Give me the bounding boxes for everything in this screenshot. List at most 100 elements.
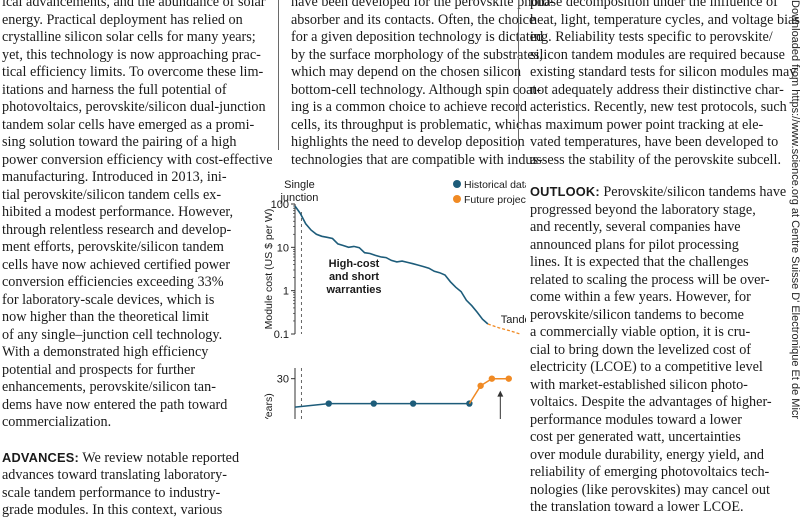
- text-line: silicon tandem modules are required beca…: [530, 46, 785, 63]
- body-text: have been developed for the perovskite p…: [291, 0, 555, 169]
- text-line: conversion efficiencies exceeding 33%: [2, 274, 224, 290]
- outlook-line: and recently, several companies have: [530, 219, 741, 235]
- text-line: for laboratory-scale devices, which is: [2, 291, 215, 308]
- text-line: commercialization.: [2, 414, 112, 430]
- text-line: ical advancements, and the abundance of …: [2, 0, 266, 10]
- text-line: ing. Reliability tests specific to perov…: [530, 29, 773, 45]
- text-line: crystalline silicon solar cells for many…: [2, 29, 256, 45]
- outlook-line: cial to bring down the levelized cost of: [530, 341, 752, 358]
- body-text: ical advancements, and the abundance of …: [2, 0, 273, 432]
- warranty-historical-point: [409, 400, 417, 407]
- text-line: for a given deposition technology is dic…: [291, 29, 544, 45]
- legend-marker: [453, 195, 461, 203]
- text-line: tandem solar cells have emerged as a pro…: [2, 116, 255, 133]
- outlook-line: come within a few years. However, for: [530, 289, 751, 305]
- warranty-historical-point: [370, 400, 377, 407]
- outlook-line: voltaics. Despite the advantages of high…: [530, 394, 772, 410]
- text-line: itations and harness the full potential …: [2, 81, 227, 98]
- text-line: energy. Practical deployment has relied …: [2, 11, 243, 28]
- text-line: heat, light, temperature cycles, and vol…: [530, 11, 800, 28]
- advances-line: We review notable reported: [78, 449, 240, 466]
- annotation-single-junction: Single: [284, 179, 315, 191]
- text-line: absorber and its contacts. Often, the ch…: [291, 11, 536, 28]
- y-axis-label-lower: (Years): [263, 393, 275, 419]
- text-line: tical efficiency limits. To overcome the…: [2, 64, 264, 80]
- y-tick-label-lower: 30: [277, 374, 289, 386]
- text-line: cells, its throughput is problematic, wh…: [291, 116, 530, 133]
- text-line: by the surface morphology of the substra…: [291, 46, 543, 63]
- legend-label: Future projections: [464, 194, 526, 206]
- annotation-tandem: Tandem: [501, 314, 526, 326]
- outlook-line: perovskite/silicon tandems to become: [530, 306, 744, 323]
- text-line: dems have now entered the path toward: [2, 396, 228, 413]
- outlook-line: nologies (like perovskites) may cancel o…: [530, 481, 770, 498]
- text-line: which may depend on the chosen silicon: [291, 64, 522, 80]
- y-tick-label: 0.1: [274, 329, 289, 341]
- text-line: of any single–junction cell technology.: [2, 326, 223, 343]
- column-divider: [278, 0, 279, 150]
- outlook-heading: OUTLOOK:: [530, 184, 600, 199]
- text-line: ment efforts, perovskite/silicon tandem: [2, 239, 224, 255]
- text-line: technologies that are compatible with in…: [291, 151, 543, 168]
- text-line: hibited a modest performance. However,: [2, 204, 234, 220]
- historical-cost-line: [294, 205, 489, 325]
- y-axis-label: Module cost (US $ per W): [263, 209, 275, 330]
- text-line: potential and prospects for further: [2, 361, 196, 378]
- text-line: as maximum power point tracking at ele-: [530, 116, 764, 133]
- annotation-high-cost: and short: [329, 271, 379, 283]
- outlook-line: over module durability, energy yield, an…: [530, 446, 765, 463]
- text-line: sing solution toward the pairing of a hi…: [2, 134, 237, 150]
- legend-marker: [453, 180, 461, 188]
- outlook-line: performance modules toward a lower: [530, 411, 742, 428]
- outlook-line: cost per generated watt, uncertainties: [530, 429, 741, 445]
- annotation-high-cost: warranties: [325, 284, 381, 296]
- download-credit: Downloaded from https://www.science.org …: [787, 0, 800, 419]
- text-line: not adequately address their distinctive…: [530, 81, 784, 98]
- body-text: phase decomposition under the influence …: [530, 0, 800, 169]
- outlook-line: with market-established silicon photo-: [530, 376, 748, 393]
- text-line: phase decomposition under the influence …: [530, 0, 778, 10]
- text-line: photovoltaics, perovskite/silicon dual-j…: [2, 99, 266, 115]
- annotation-single-junction: junction: [279, 192, 318, 204]
- text-line: have been developed for the perovskite p…: [291, 0, 555, 10]
- y-tick-label: 1: [283, 286, 289, 298]
- outlook-line: related to scaling the process will be o…: [530, 271, 770, 288]
- download-credit-text: Downloaded from https://www.science.org …: [789, 0, 800, 419]
- warranty-projection-point: [488, 375, 496, 382]
- arrow-head: [497, 390, 504, 397]
- y-tick-label: 100: [271, 199, 289, 211]
- projection-cost-line: [487, 323, 521, 335]
- column-middle: have been developed for the perovskite p…: [291, 0, 555, 169]
- text-line: assess the stability of the perovskite s…: [530, 151, 781, 168]
- warranty-historical-line: [294, 402, 470, 408]
- outlook-line: a commercially viable option, it is cru-: [530, 324, 751, 340]
- advances-line: grade modules. In this context, various: [2, 502, 223, 518]
- advances-line: advances toward translating laboratory-: [2, 467, 227, 483]
- text-line: now higher than the theoretical limit: [2, 309, 209, 325]
- column-right: phase decomposition under the influence …: [530, 0, 800, 517]
- outlook-line: Perovskite/silicon tandems have: [599, 184, 787, 200]
- text-line: cells have now achieved certified power: [2, 256, 231, 273]
- text-line: bottom-cell technology. Although spin co…: [291, 81, 542, 98]
- outlook-line: reliability of emerging photovoltaics te…: [530, 464, 770, 480]
- text-line: yet, this technology is now approaching …: [2, 46, 261, 63]
- outlook-paragraph: OUTLOOK: Perovskite/silicon tandems have…: [530, 183, 786, 517]
- outlook-line: announced plans for pilot processing: [530, 236, 739, 253]
- warranty-projection-point: [505, 375, 512, 382]
- text-line: acteristics. Recently, new test protocol…: [530, 99, 787, 115]
- legend-label: Historical data: [464, 179, 526, 191]
- outlook-line: electricity (LCOE) to a competitive leve…: [530, 359, 763, 375]
- text-line: through relentless research and develop-: [2, 221, 232, 238]
- text-line: manufacturing. Introduced in 2013, ini-: [2, 169, 227, 185]
- figure: 100 10 1 0.1 Module cost (US $ per W) Single j…: [258, 172, 526, 419]
- text-line: enhancements, perovskite/silicon tan-: [2, 379, 216, 395]
- text-line: existing standard tests for silicon modu…: [530, 64, 797, 80]
- advances-line: scale tandem performance to industry-: [2, 484, 221, 501]
- text-line: vated temperatures, have been developed …: [530, 134, 779, 150]
- outlook-line: the translation toward a lower LCOE.: [530, 499, 744, 515]
- column-left: ical advancements, and the abundance of …: [2, 0, 273, 520]
- advances-heading: ADVANCES:: [2, 449, 79, 465]
- text-line: highlights the need to develop depositio…: [291, 134, 525, 150]
- annotation-high-cost: High-cost: [329, 258, 380, 270]
- column-divider: [518, 0, 519, 150]
